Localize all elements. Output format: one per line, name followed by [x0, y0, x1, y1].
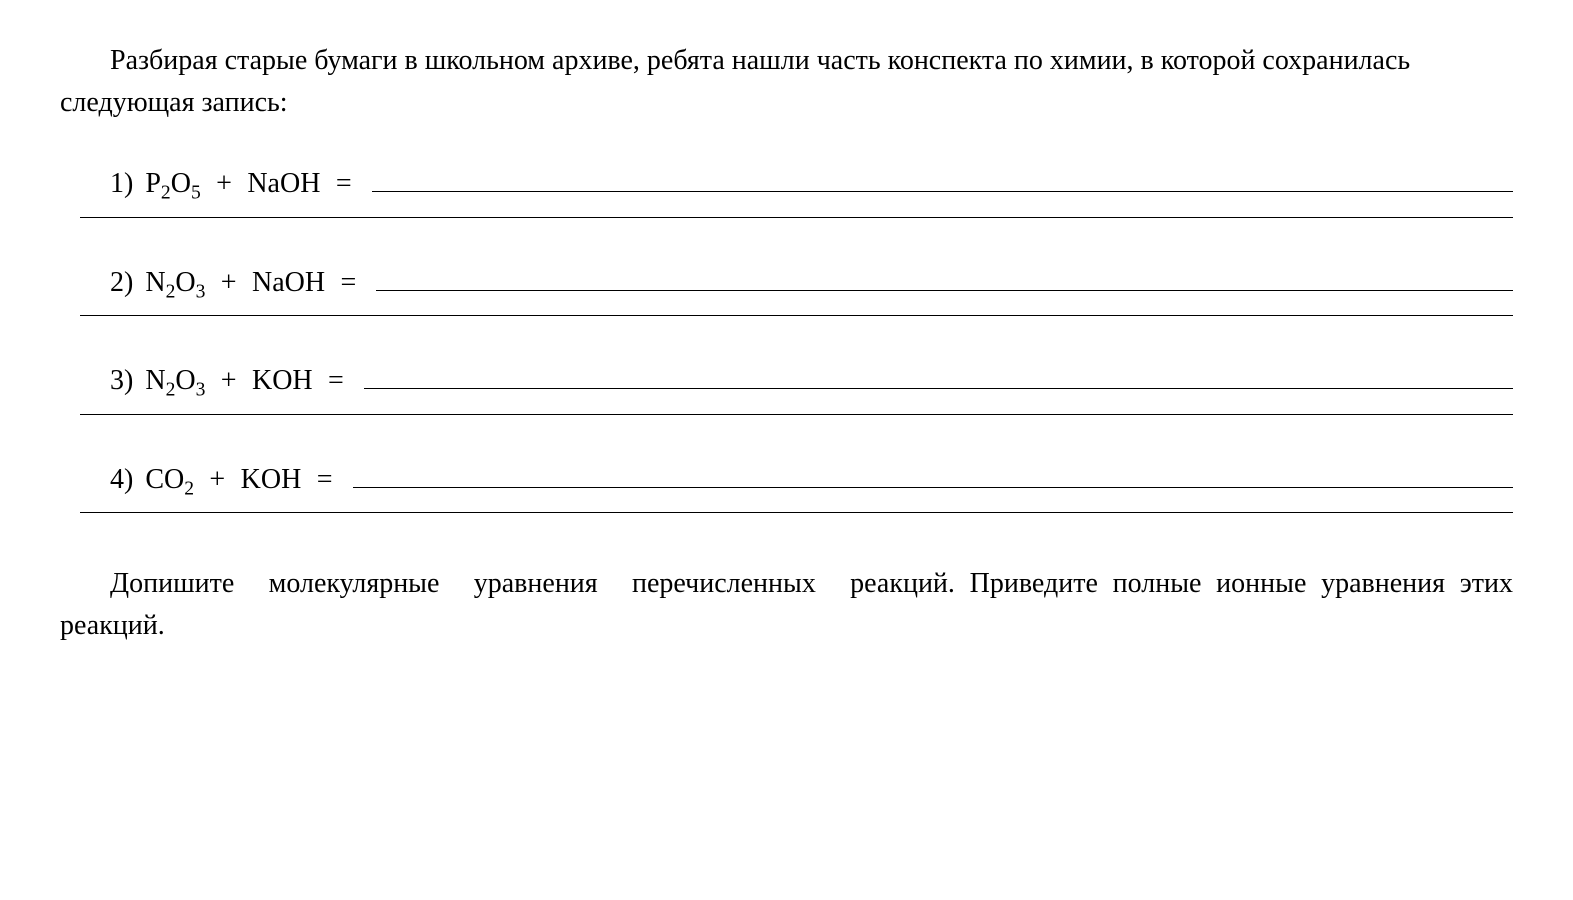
reagent2: NaOH: [247, 168, 320, 199]
equation-formula: CO2 + KOH =: [145, 464, 332, 501]
outro-paragraph: Допишите молекулярные уравнения перечисл…: [60, 563, 1513, 647]
reagent1-sub1: 2: [184, 478, 194, 499]
equation-block-4: 4) CO2 + KOH =: [60, 460, 1513, 514]
equation-row-1: 1) P2O5 + NaOH =: [110, 164, 1513, 205]
reagent1-elem1: P: [145, 168, 161, 199]
blank-line-full: [80, 414, 1513, 415]
equation-block-3: 3) N2O3 + KOH =: [60, 361, 1513, 415]
plus-sign: +: [194, 464, 241, 495]
equation-row-2: 2) N2O3 + NaOH =: [110, 263, 1513, 304]
reagent1-sub1: 2: [166, 380, 176, 401]
blank-line-inline: [372, 164, 1513, 192]
equation-block-1: 1) P2O5 + NaOH =: [60, 164, 1513, 218]
equation-row-4: 4) CO2 + KOH =: [110, 460, 1513, 501]
equation-formula: N2O3 + KOH =: [145, 365, 344, 402]
reagent2: KOH: [241, 464, 302, 495]
plus-sign: +: [201, 168, 248, 199]
reagent2: NaOH: [252, 267, 325, 298]
blank-line-full: [80, 217, 1513, 218]
equals-sign: =: [301, 464, 332, 495]
blank-line-inline: [353, 460, 1514, 488]
equation-formula: N2O3 + NaOH =: [145, 267, 356, 304]
blank-line-full: [80, 315, 1513, 316]
equation-block-2: 2) N2O3 + NaOH =: [60, 263, 1513, 317]
equation-number: 3): [110, 365, 133, 397]
blank-line-full: [80, 512, 1513, 513]
reagent1-sub2: 5: [191, 183, 201, 204]
reagent2: KOH: [252, 365, 313, 396]
plus-sign: +: [205, 365, 252, 396]
reagent1-elem1: CO: [145, 464, 184, 495]
blank-line-inline: [364, 361, 1513, 389]
equals-sign: =: [325, 267, 356, 298]
reagent1-elem2: O: [175, 267, 195, 298]
equation-row-3: 3) N2O3 + KOH =: [110, 361, 1513, 402]
equals-sign: =: [313, 365, 344, 396]
reagent1-elem1: N: [145, 267, 165, 298]
outro-line1: Допишите молекулярные уравнения перечисл…: [110, 568, 955, 599]
reagent1-elem2: O: [175, 365, 195, 396]
equals-sign: =: [320, 168, 351, 199]
intro-paragraph: Разбирая старые бумаги в школьном архиве…: [60, 40, 1513, 124]
reagent1-elem2: O: [171, 168, 191, 199]
reagent1-elem1: N: [145, 365, 165, 396]
equation-number: 4): [110, 464, 133, 496]
reagent1-sub1: 2: [166, 281, 176, 302]
reagent1-sub2: 3: [196, 380, 206, 401]
equation-number: 2): [110, 267, 133, 299]
reagent1-sub1: 2: [161, 183, 171, 204]
reagent1-sub2: 3: [196, 281, 206, 302]
equation-formula: P2O5 + NaOH =: [145, 168, 351, 205]
plus-sign: +: [205, 267, 252, 298]
blank-line-inline: [376, 263, 1513, 291]
equation-number: 1): [110, 168, 133, 200]
